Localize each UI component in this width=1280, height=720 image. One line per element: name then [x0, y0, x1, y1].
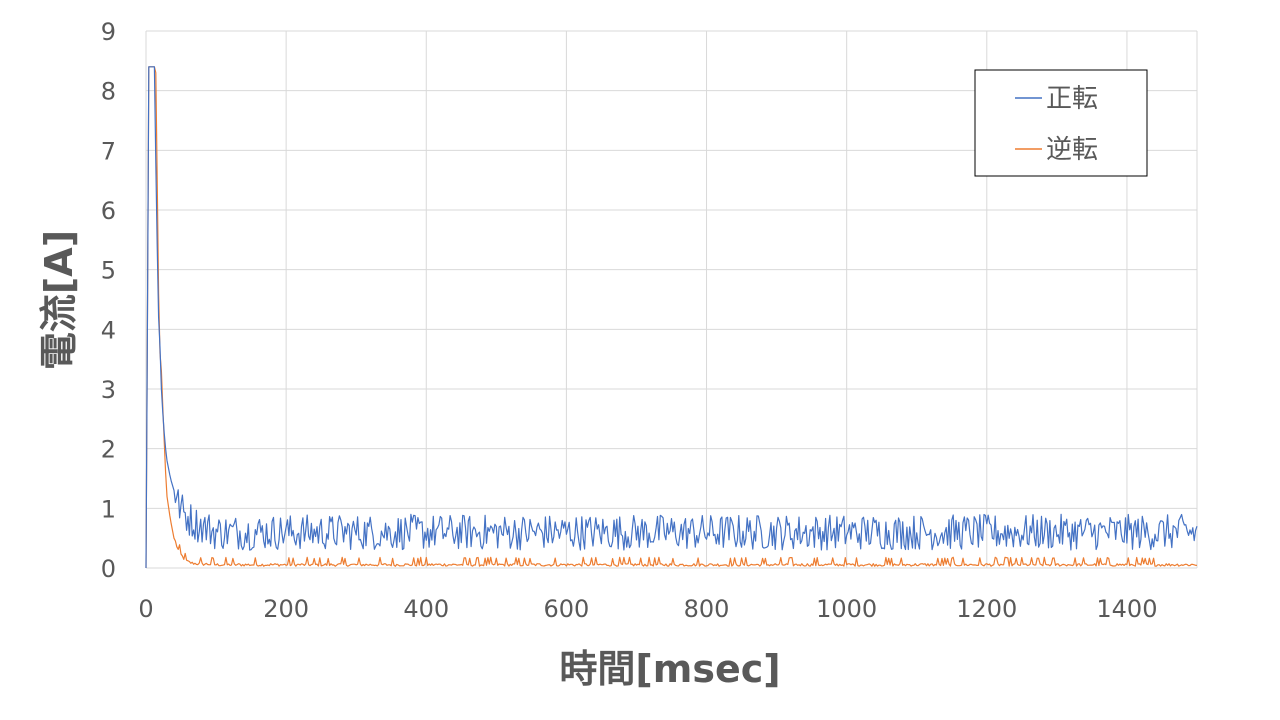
y-tick-label: 4 — [101, 316, 116, 344]
y-tick-label: 6 — [101, 197, 116, 225]
legend-label-1: 逆転 — [1046, 135, 1098, 165]
y-tick-label: 2 — [101, 436, 116, 464]
x-tick-label: 1200 — [956, 595, 1017, 623]
y-tick-label: 3 — [101, 376, 116, 404]
legend-label-0: 正転 — [1046, 84, 1098, 114]
y-tick-label: 5 — [101, 257, 116, 285]
x-tick-label: 1400 — [1096, 595, 1157, 623]
x-tick-label: 600 — [543, 595, 589, 623]
x-tick-label: 200 — [263, 595, 309, 623]
y-tick-label: 9 — [101, 18, 116, 46]
y-tick-label: 1 — [101, 495, 116, 523]
x-tick-label: 0 — [138, 595, 153, 623]
x-tick-label: 800 — [684, 595, 730, 623]
legend: 正転 逆転 — [975, 70, 1147, 176]
x-axis-title: 時間[msec] — [559, 647, 780, 691]
x-tick-label: 400 — [403, 595, 449, 623]
y-tick-label: 7 — [101, 137, 116, 165]
y-tick-label: 0 — [101, 555, 116, 583]
y-axis-title: 電流[A] — [37, 230, 81, 370]
y-tick-label: 8 — [101, 78, 116, 106]
x-tick-label: 1000 — [816, 595, 877, 623]
